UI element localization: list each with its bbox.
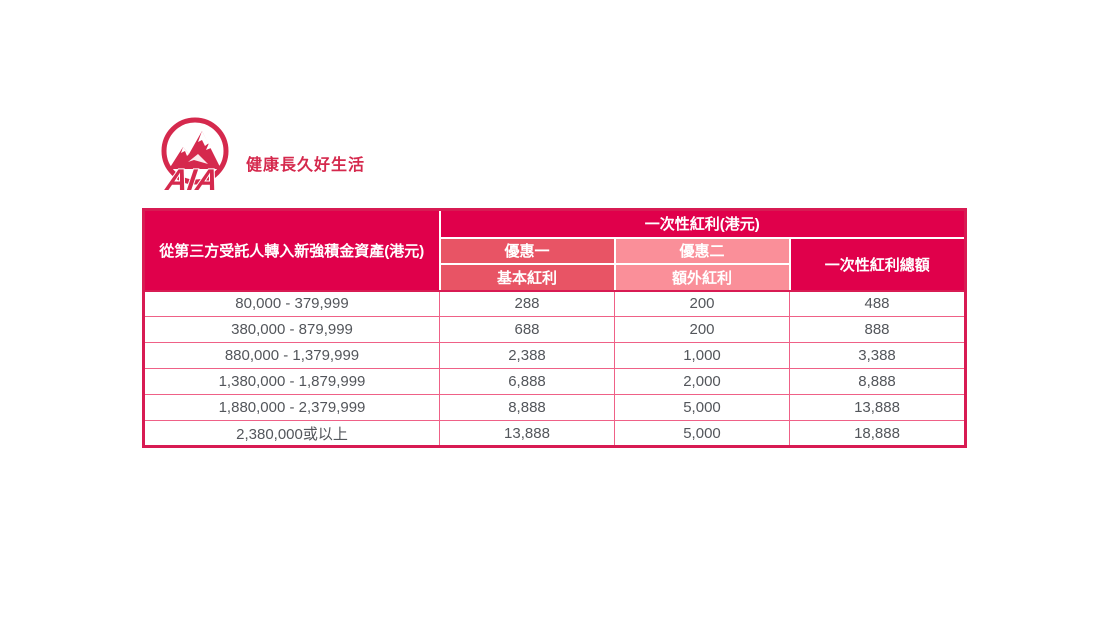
total-bonus-cell: 13,888 — [788, 394, 967, 421]
brand-slogan: 健康長久好生活 — [246, 157, 366, 174]
table-header-onetime-bonus: 一次性紅利(港元) — [438, 208, 967, 239]
table-header-extra-bonus: 額外紅利 — [613, 262, 791, 292]
extra-bonus-cell: 200 — [614, 316, 790, 343]
extra-bonus-cell: 5,000 — [614, 394, 790, 421]
asset-range-cell: 1,380,000 - 1,879,999 — [143, 368, 440, 395]
table-header-offer1: 優惠一 — [438, 236, 616, 265]
asset-range-cell: 2,380,000或以上 — [143, 420, 440, 447]
basic-bonus-cell: 13,888 — [439, 420, 615, 447]
extra-bonus-cell: 5,000 — [614, 420, 790, 447]
table-row: 880,000 - 1,379,999 2,388 1,000 3,388 — [143, 342, 967, 369]
aia-logo-icon: AIA — [161, 117, 229, 196]
total-bonus-cell: 8,888 — [788, 368, 967, 395]
basic-bonus-cell: 6,888 — [439, 368, 615, 395]
table-header-assets: 從第三方受託人轉入新強積金資產(港元) — [142, 208, 441, 292]
table-row: 1,880,000 - 2,379,999 8,888 5,000 13,888 — [143, 394, 967, 421]
table-row: 2,380,000或以上 13,888 5,000 18,888 — [143, 420, 967, 447]
extra-bonus-cell: 2,000 — [614, 368, 790, 395]
table-header-basic-bonus: 基本紅利 — [438, 262, 616, 292]
extra-bonus-cell: 200 — [614, 290, 790, 317]
total-bonus-cell: 3,388 — [788, 342, 967, 369]
total-bonus-cell: 18,888 — [788, 420, 967, 447]
table-row: 80,000 - 379,999 288 200 488 — [143, 290, 967, 317]
basic-bonus-cell: 2,388 — [439, 342, 615, 369]
extra-bonus-cell: 1,000 — [614, 342, 790, 369]
table-row: 380,000 - 879,999 688 200 888 — [143, 316, 967, 343]
asset-range-cell: 880,000 - 1,379,999 — [143, 342, 440, 369]
asset-range-cell: 380,000 - 879,999 — [143, 316, 440, 343]
total-bonus-cell: 888 — [788, 316, 967, 343]
brand-header: AIA 健康長久好生活 — [158, 116, 365, 196]
total-bonus-cell: 488 — [788, 290, 967, 317]
table-row: 1,380,000 - 1,879,999 6,888 2,000 8,888 — [143, 368, 967, 395]
bonus-table: 從第三方受託人轉入新強積金資產(港元) 一次性紅利(港元) 優惠一 優惠二 一次… — [142, 208, 968, 448]
table-header-offer2: 優惠二 — [613, 236, 791, 265]
basic-bonus-cell: 688 — [439, 316, 615, 343]
basic-bonus-cell: 8,888 — [439, 394, 615, 421]
svg-text:AIA: AIA — [163, 164, 220, 196]
table-header-total: 一次性紅利總額 — [788, 236, 967, 292]
asset-range-cell: 80,000 - 379,999 — [143, 290, 440, 317]
basic-bonus-cell: 288 — [439, 290, 615, 317]
asset-range-cell: 1,880,000 - 2,379,999 — [143, 394, 440, 421]
